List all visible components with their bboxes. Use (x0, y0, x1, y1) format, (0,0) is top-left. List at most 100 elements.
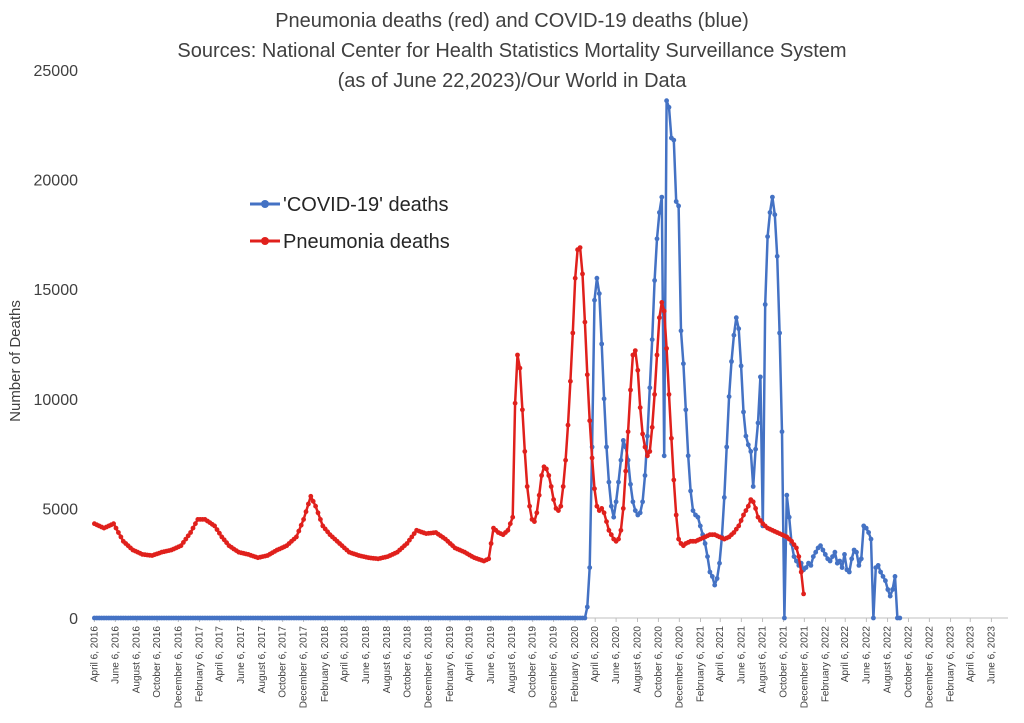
data-point (839, 565, 845, 570)
data-point (546, 473, 552, 478)
data-point (577, 245, 583, 251)
data-point (630, 499, 636, 505)
data-point (669, 435, 674, 441)
data-point (539, 473, 544, 478)
data-point (409, 534, 415, 540)
data-point (705, 554, 710, 559)
data-point (854, 549, 859, 555)
data-point (635, 367, 641, 373)
data-point (830, 554, 835, 559)
data-point (558, 503, 564, 509)
x-tick-label: June 6, 2016 (110, 626, 121, 684)
x-tick-label: April 6, 2020 (590, 626, 601, 683)
title-line-3: (as of June 22,2023)/Our World in Data (338, 70, 688, 92)
data-point (640, 499, 645, 505)
data-point (512, 400, 518, 406)
x-tick-label: October 6, 2016 (152, 626, 163, 698)
data-point (743, 508, 749, 513)
data-point (753, 446, 758, 452)
y-tick-label: 25000 (34, 63, 79, 80)
x-tick-label: August 6, 2017 (257, 626, 268, 694)
data-point (604, 519, 609, 524)
data-point (736, 523, 742, 529)
data-point (866, 530, 871, 535)
data-point (777, 330, 782, 336)
data-point (642, 444, 648, 450)
data-point (813, 549, 819, 555)
data-point (645, 433, 650, 439)
data-point (721, 495, 727, 500)
data-point (736, 326, 742, 332)
data-point (592, 297, 597, 303)
data-point (791, 554, 797, 559)
data-point (827, 558, 833, 564)
data-point (113, 525, 119, 531)
data-point (770, 194, 775, 200)
data-point (214, 527, 220, 532)
data-point (298, 522, 304, 528)
data-point (570, 330, 576, 336)
data-point (774, 253, 780, 259)
data-point (618, 527, 624, 533)
data-point (527, 503, 532, 509)
data-point (185, 533, 191, 539)
data-point (794, 545, 799, 551)
data-point (212, 523, 218, 529)
data-point (729, 359, 734, 364)
data-point (116, 530, 121, 535)
x-tick-label: August 6, 2019 (507, 626, 518, 694)
data-point (534, 510, 540, 516)
data-point (630, 352, 636, 358)
data-point (664, 98, 669, 104)
data-point (709, 574, 715, 579)
data-point (772, 212, 778, 218)
data-point (604, 444, 609, 450)
data-point (676, 536, 681, 542)
x-tick-label: February 6, 2019 (445, 626, 456, 703)
data-point (673, 512, 679, 518)
data-point (310, 498, 316, 504)
data-point (782, 615, 787, 621)
data-point (671, 477, 677, 483)
data-point (111, 521, 116, 527)
data-point (695, 514, 701, 520)
x-tick-label: October 6, 2021 (778, 626, 789, 698)
data-point (404, 541, 410, 546)
data-point (313, 503, 318, 509)
data-point (628, 387, 633, 393)
data-point (118, 534, 124, 540)
data-point (652, 278, 657, 283)
data-point (183, 536, 189, 542)
data-point (791, 542, 797, 547)
data-point (856, 563, 862, 568)
x-tick-label: June 6, 2021 (736, 626, 747, 684)
data-point (808, 563, 814, 568)
data-point (765, 234, 770, 240)
data-point (618, 457, 624, 463)
data-point (690, 508, 696, 513)
data-point (584, 372, 590, 378)
y-tick-label: 10000 (34, 392, 79, 409)
x-tick-label: April 6, 2017 (215, 626, 226, 683)
data-point (880, 574, 886, 579)
x-tick-label: April 6, 2023 (965, 626, 976, 683)
data-point (407, 537, 412, 543)
data-point (560, 484, 566, 489)
data-point (753, 506, 758, 511)
x-tick-label: December 6, 2022 (924, 626, 935, 709)
data-point (190, 525, 196, 531)
data-point (801, 591, 806, 597)
y-tick-label: 5000 (42, 501, 78, 518)
data-point (750, 484, 756, 489)
x-tick-label: April 6, 2018 (340, 626, 351, 683)
data-point (632, 508, 638, 513)
data-point (794, 558, 799, 564)
data-point (520, 407, 525, 413)
data-point (652, 392, 657, 397)
data-point (661, 308, 667, 314)
y-tick-label: 15000 (34, 282, 79, 299)
data-point (868, 536, 874, 542)
data-point (683, 407, 689, 413)
data-point (762, 302, 768, 307)
data-point (657, 315, 662, 321)
